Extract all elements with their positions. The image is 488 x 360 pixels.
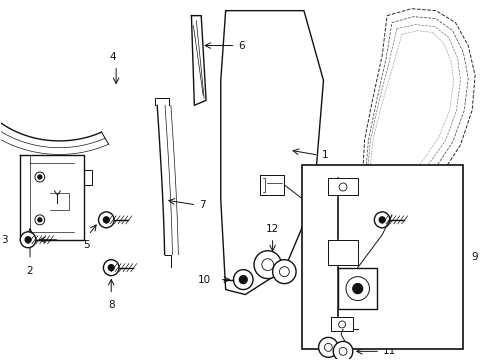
Circle shape [239, 276, 246, 284]
Text: 9: 9 [470, 252, 477, 262]
Polygon shape [220, 11, 323, 294]
Circle shape [279, 267, 289, 276]
Text: 7: 7 [199, 200, 205, 210]
Circle shape [379, 217, 385, 223]
Polygon shape [338, 268, 377, 310]
Text: 5: 5 [83, 240, 90, 250]
Circle shape [35, 215, 44, 225]
Text: 1: 1 [321, 150, 327, 160]
Polygon shape [328, 240, 357, 265]
Text: 10: 10 [198, 275, 210, 285]
Circle shape [103, 260, 119, 276]
Text: 4: 4 [110, 53, 116, 62]
Circle shape [324, 343, 332, 351]
Text: 11: 11 [383, 346, 396, 356]
Circle shape [261, 259, 273, 271]
Circle shape [20, 232, 36, 248]
Circle shape [35, 172, 44, 182]
Circle shape [38, 218, 41, 222]
Circle shape [233, 270, 252, 289]
Circle shape [108, 265, 114, 271]
Circle shape [272, 260, 296, 284]
Polygon shape [0, 60, 108, 154]
Circle shape [98, 212, 114, 228]
Polygon shape [259, 175, 284, 195]
Circle shape [318, 337, 338, 357]
Text: 8: 8 [108, 300, 114, 310]
Circle shape [339, 347, 346, 355]
Circle shape [346, 276, 369, 301]
Circle shape [352, 284, 362, 293]
Text: 2: 2 [27, 266, 33, 276]
Circle shape [374, 212, 389, 228]
Circle shape [38, 175, 41, 179]
Circle shape [103, 217, 109, 223]
Circle shape [333, 341, 352, 360]
Polygon shape [328, 178, 357, 195]
Text: 3: 3 [0, 235, 7, 245]
Text: 6: 6 [238, 41, 244, 50]
Polygon shape [331, 318, 352, 332]
Polygon shape [191, 15, 205, 105]
Circle shape [253, 251, 281, 279]
Circle shape [25, 237, 31, 243]
Circle shape [339, 183, 346, 191]
Bar [302, 165, 463, 349]
Text: 12: 12 [265, 224, 279, 234]
Circle shape [338, 321, 345, 328]
